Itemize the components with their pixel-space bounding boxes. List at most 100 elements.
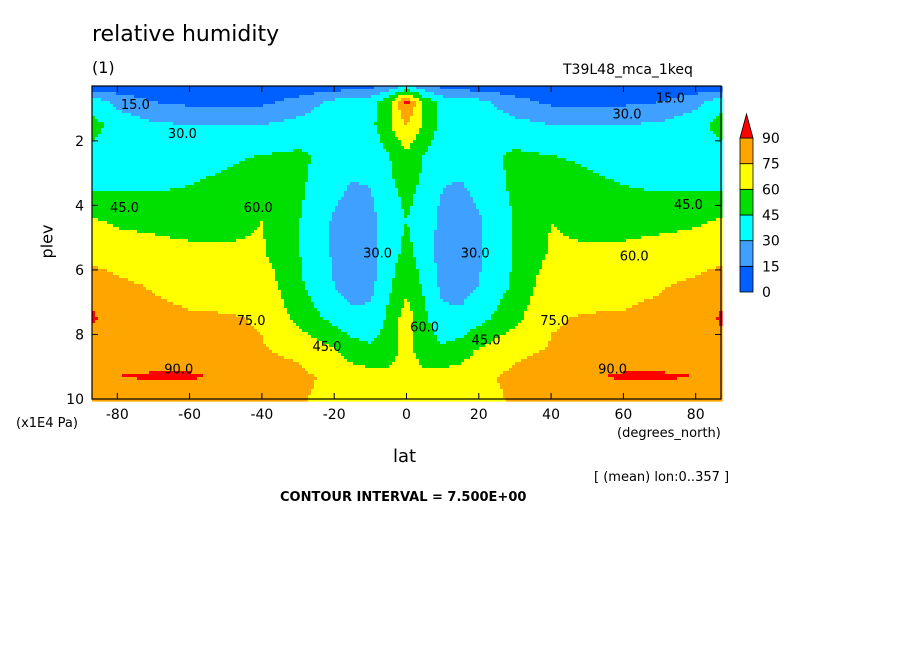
field-cell — [269, 95, 273, 99]
field-cell — [608, 95, 612, 99]
field-cell — [470, 89, 474, 93]
field-cell — [494, 86, 498, 90]
field-cell — [413, 98, 417, 102]
field-cell — [419, 98, 423, 102]
field-cell — [131, 95, 135, 99]
field-cell — [575, 86, 579, 90]
field-cell — [449, 98, 453, 102]
field-cell — [353, 86, 357, 90]
field-cell — [425, 95, 429, 99]
field-cell — [464, 89, 468, 93]
field-cell — [647, 89, 651, 93]
field-cell — [173, 95, 177, 99]
field-cell — [521, 95, 525, 99]
field-cell — [599, 89, 603, 93]
field-cell — [134, 89, 138, 93]
field-cell — [326, 95, 330, 99]
field-cell — [644, 98, 648, 102]
field-cell — [485, 95, 489, 99]
field-cell — [659, 89, 663, 93]
field-cell — [308, 95, 312, 99]
field-cell — [116, 98, 120, 102]
field-cell — [203, 101, 207, 105]
field-cell — [704, 98, 708, 102]
field-cell — [497, 98, 501, 102]
field-cell — [677, 95, 681, 99]
field-cell — [629, 86, 633, 90]
field-cell — [203, 95, 207, 99]
field-cell — [209, 95, 213, 99]
field-cell — [143, 101, 147, 105]
field-cell — [713, 92, 717, 96]
field-cell — [608, 89, 612, 93]
field-cell — [656, 98, 660, 102]
field-cell — [374, 95, 378, 99]
field-cell — [671, 86, 675, 90]
field-cell — [713, 86, 717, 90]
field-cell — [428, 89, 432, 93]
field-cell — [311, 89, 315, 93]
field-cell — [557, 92, 561, 96]
field-cell — [650, 92, 654, 96]
field-cell — [314, 98, 318, 102]
field-cell — [188, 98, 192, 102]
field-cell — [689, 86, 693, 90]
field-cell — [635, 92, 639, 96]
field-cell — [596, 98, 600, 102]
field-cell — [548, 89, 552, 93]
field-cell — [512, 92, 516, 96]
field-cell — [164, 89, 168, 93]
field-cell — [137, 92, 141, 96]
field-cell — [212, 101, 216, 105]
field-cell — [266, 98, 270, 102]
field-cell — [170, 86, 174, 90]
field-cell — [239, 92, 243, 96]
field-cell — [572, 98, 576, 102]
field-cell — [443, 95, 447, 99]
field-cell — [185, 101, 189, 105]
field-cell — [323, 95, 327, 99]
field-cell — [476, 95, 480, 99]
field-cell — [215, 89, 219, 93]
field-cell — [170, 89, 174, 93]
field-cell — [383, 92, 387, 96]
field-cell — [422, 92, 426, 96]
field-cell — [296, 89, 300, 93]
field-cell — [539, 89, 543, 93]
field-cell — [248, 98, 252, 102]
field-cell — [140, 92, 144, 96]
field-cell — [92, 92, 96, 96]
field-cell — [374, 92, 378, 96]
field-cell — [470, 95, 474, 99]
field-cell — [650, 95, 654, 99]
field-cell — [329, 98, 333, 102]
field-cell — [485, 89, 489, 93]
field-cell — [116, 101, 120, 105]
field-cell — [431, 86, 435, 90]
field-cell — [245, 92, 249, 96]
field-cell — [203, 86, 207, 90]
field-cell — [428, 86, 432, 90]
field-cell — [476, 89, 480, 93]
field-cell — [146, 98, 150, 102]
field-cell — [674, 98, 678, 102]
field-cell — [533, 92, 537, 96]
field-cell — [644, 89, 648, 93]
field-cell — [608, 92, 612, 96]
field-cell — [125, 92, 129, 96]
field-cell — [482, 95, 486, 99]
field-cell — [368, 98, 372, 102]
field-cell — [320, 86, 324, 90]
field-cell — [356, 95, 360, 99]
field-cell — [449, 92, 453, 96]
field-cell — [476, 92, 480, 96]
field-cell — [425, 92, 429, 96]
field-cell — [692, 98, 696, 102]
field-cell — [623, 92, 627, 96]
field-cell — [626, 95, 630, 99]
field-cell — [662, 89, 666, 93]
field-cell — [632, 86, 636, 90]
field-cell — [218, 89, 222, 93]
field-cell — [707, 92, 711, 96]
field-cell — [128, 98, 132, 102]
